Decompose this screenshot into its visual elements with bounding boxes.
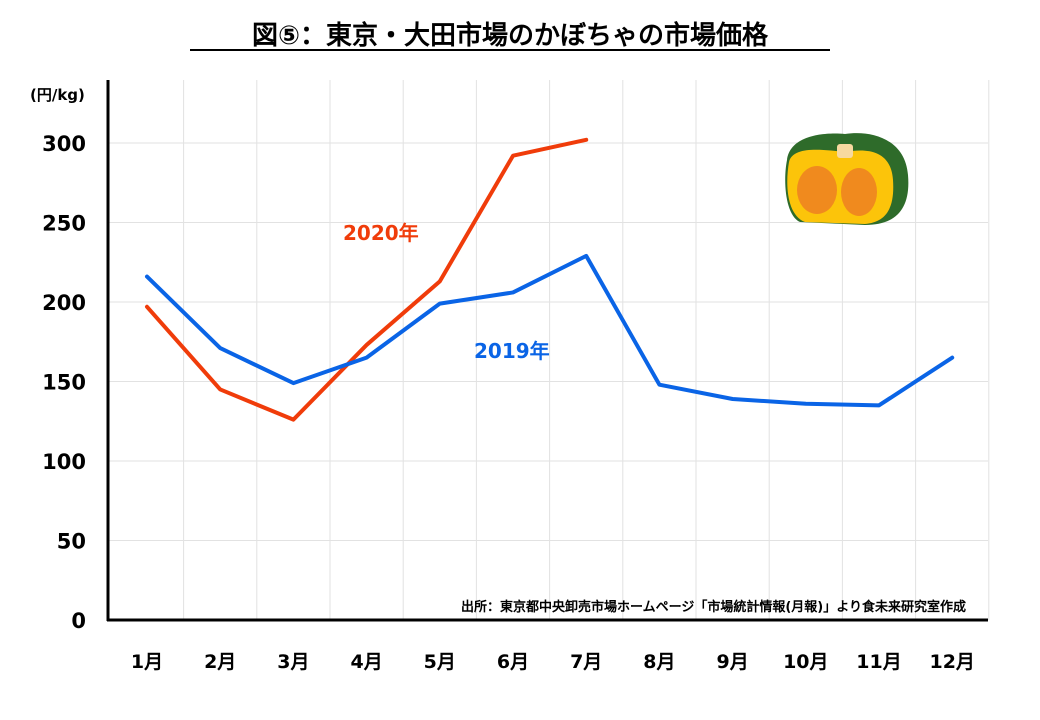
legend-2020: 2020年	[343, 221, 419, 245]
x-tick-labels: 1月 2月 3月 4月 5月 6月 7月 8月 9月 10月 11月 12月	[131, 651, 975, 673]
source-note: 出所：東京都中央卸売市場ホームページ「市場統計情報(月報)」より食未来研究室作成	[461, 599, 966, 615]
x-tick-label: 11月	[856, 651, 901, 673]
legend-2019: 2019年	[474, 339, 550, 363]
y-tick-label: 50	[57, 530, 86, 554]
x-tick-label: 2月	[204, 651, 236, 673]
x-tick-label: 12月	[929, 651, 974, 673]
y-tick-label: 100	[42, 450, 86, 474]
series-lines	[145, 137, 955, 422]
x-tick-label: 10月	[783, 651, 828, 673]
x-tick-label: 1月	[131, 651, 163, 673]
x-tick-label: 4月	[350, 651, 382, 673]
y-tick-label: 0	[71, 609, 86, 633]
x-tick-label: 8月	[643, 651, 675, 673]
series-line-2020年	[145, 137, 589, 422]
x-tick-label: 9月	[716, 651, 748, 673]
y-axis-label: (円/kg)	[30, 86, 85, 104]
x-tick-label: 6月	[497, 651, 529, 673]
pumpkin-icon	[785, 133, 909, 225]
x-tick-label: 3月	[277, 651, 309, 673]
grid	[108, 80, 990, 620]
series-line-2019年	[145, 253, 955, 408]
x-tick-label: 7月	[570, 651, 602, 673]
x-tick-label: 5月	[424, 651, 456, 673]
y-tick-labels: 0 50 100 150 200 250 300	[42, 132, 86, 633]
y-tick-label: 200	[42, 291, 86, 315]
y-tick-label: 150	[42, 371, 86, 395]
y-tick-label: 300	[42, 132, 86, 156]
chart-title: 図⑤：東京・大田市場のかぼちゃの市場価格	[252, 20, 769, 51]
y-tick-label: 250	[42, 212, 86, 236]
